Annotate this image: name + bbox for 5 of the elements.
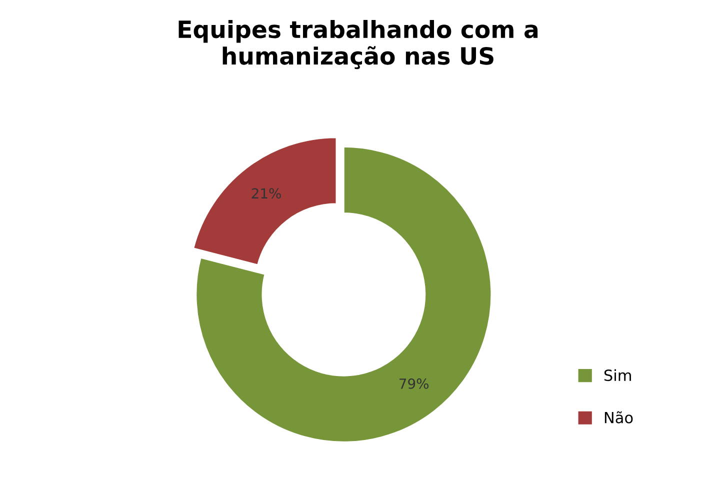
legend-label: Não xyxy=(604,411,633,424)
data-label: 79% xyxy=(400,378,429,389)
legend-label: Sim xyxy=(604,369,631,382)
data-label: 21% xyxy=(252,188,281,199)
chart-title: Equipes trabalhando com a humanização nas US xyxy=(178,20,538,70)
